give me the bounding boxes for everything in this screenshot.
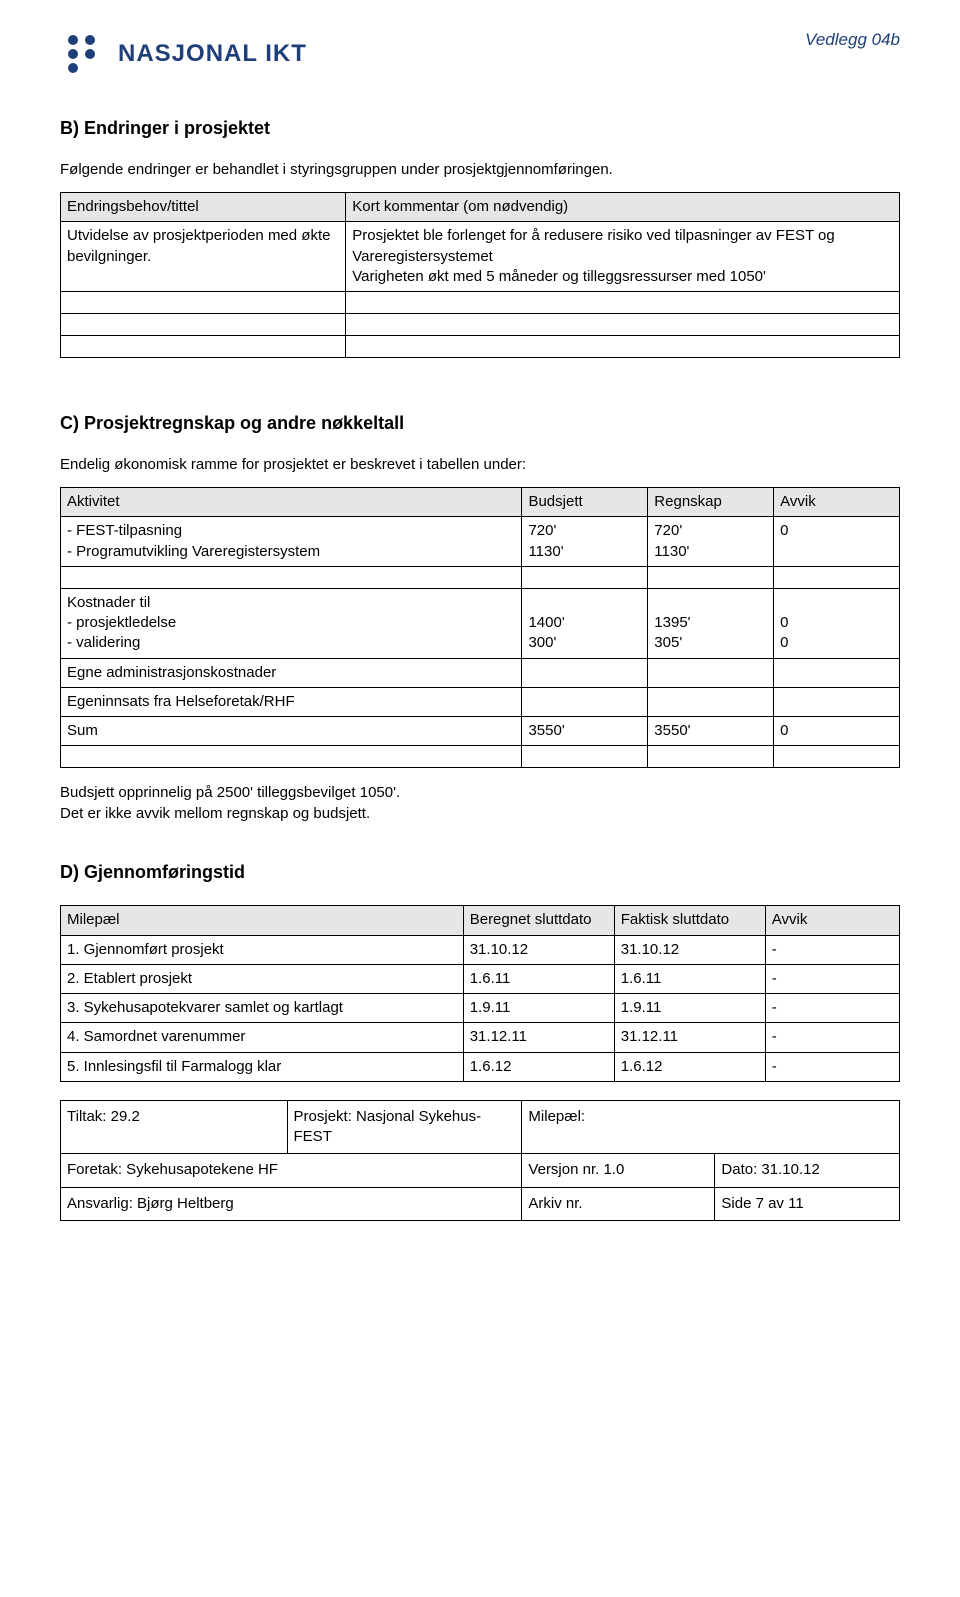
footer-dato: Dato: 31.10.12 bbox=[715, 1154, 900, 1187]
table-row: 1. Gjennomført prosjekt 31.10.12 31.10.1… bbox=[61, 935, 900, 964]
cell bbox=[648, 687, 774, 716]
milepael-header-2: Faktisk sluttdato bbox=[614, 906, 765, 935]
table-row: Sum 3550' 3550' 0 bbox=[61, 717, 900, 746]
cell: Egeninnsats fra Helseforetak/RHF bbox=[61, 687, 522, 716]
cell: 3550' bbox=[648, 717, 774, 746]
endringer-table: Endringsbehov/tittel Kort kommentar (om … bbox=[60, 192, 900, 358]
cell: - bbox=[765, 1052, 899, 1081]
cell: 3550' bbox=[522, 717, 648, 746]
section-b-heading: B) Endringer i prosjektet bbox=[60, 118, 900, 139]
cell: 31.10.12 bbox=[614, 935, 765, 964]
cell: 3. Sykehusapotekvarer samlet og kartlagt bbox=[61, 994, 464, 1023]
footer-prosjekt: Prosjekt: Nasjonal Sykehus-FEST bbox=[287, 1100, 522, 1154]
footer-foretak: Foretak: Sykehusapotekene HF bbox=[61, 1154, 522, 1187]
cell: - bbox=[765, 935, 899, 964]
footer-milepael: Milepæl: bbox=[522, 1100, 900, 1154]
table-row: Egne administrasjonskostnader bbox=[61, 658, 900, 687]
logo-text: NASJONAL IKT bbox=[118, 40, 307, 68]
table-row: 4. Samordnet varenummer 31.12.11 31.12.1… bbox=[61, 1023, 900, 1052]
table-row: Kostnader til - prosjektledelse - valide… bbox=[61, 588, 900, 658]
cell: 1.9.11 bbox=[614, 994, 765, 1023]
cell: 1.6.11 bbox=[614, 964, 765, 993]
attachment-label: Vedlegg 04b bbox=[805, 30, 900, 50]
cell: 31.12.11 bbox=[463, 1023, 614, 1052]
cell: 0 bbox=[774, 717, 900, 746]
footer-side: Side 7 av 11 bbox=[715, 1187, 900, 1220]
section-d-heading: D) Gjennomføringstid bbox=[60, 862, 900, 883]
footer-ansvarlig: Ansvarlig: Bjørg Heltberg bbox=[61, 1187, 522, 1220]
section-c-note-1: Det er ikke avvik mellom regnskap og bud… bbox=[60, 805, 900, 822]
milepael-header-3: Avvik bbox=[765, 906, 899, 935]
cell: 31.10.12 bbox=[463, 935, 614, 964]
footer-table: Tiltak: 29.2 Prosjekt: Nasjonal Sykehus-… bbox=[60, 1100, 900, 1221]
table-row bbox=[61, 746, 900, 768]
cell bbox=[648, 658, 774, 687]
cell: 31.12.11 bbox=[614, 1023, 765, 1052]
table-row bbox=[61, 566, 900, 588]
table-row: 2. Etablert prosjekt 1.6.11 1.6.11 - bbox=[61, 964, 900, 993]
cell bbox=[774, 687, 900, 716]
endringer-header-0: Endringsbehov/tittel bbox=[61, 193, 346, 222]
section-b-intro: Følgende endringer er behandlet i styrin… bbox=[60, 161, 900, 178]
endringer-header-1: Kort kommentar (om nødvendig) bbox=[346, 193, 900, 222]
cell: 2. Etablert prosjekt bbox=[61, 964, 464, 993]
cell: 1.6.11 bbox=[463, 964, 614, 993]
footer-tiltak: Tiltak: 29.2 bbox=[61, 1100, 288, 1154]
regnskap-header-1: Budsjett bbox=[522, 488, 648, 517]
logo-block: NASJONAL IKT bbox=[60, 30, 307, 78]
table-row: 5. Innlesingsfil til Farmalogg klar 1.6.… bbox=[61, 1052, 900, 1081]
section-c-heading: C) Prosjektregnskap og andre nøkkeltall bbox=[60, 413, 900, 434]
cell: 720' 1130' bbox=[648, 517, 774, 567]
section-c-note-0: Budsjett opprinnelig på 2500' tilleggsbe… bbox=[60, 784, 900, 801]
cell: Egne administrasjonskostnader bbox=[61, 658, 522, 687]
cell: - bbox=[765, 1023, 899, 1052]
regnskap-header-0: Aktivitet bbox=[61, 488, 522, 517]
table-row: - FEST-tilpasning - Programutvikling Var… bbox=[61, 517, 900, 567]
cell bbox=[522, 658, 648, 687]
logo-icon bbox=[60, 30, 108, 78]
milepael-header-0: Milepæl bbox=[61, 906, 464, 935]
cell: - bbox=[765, 964, 899, 993]
footer-arkiv: Arkiv nr. bbox=[522, 1187, 715, 1220]
cell: 1.6.12 bbox=[463, 1052, 614, 1081]
regnskap-header-3: Avvik bbox=[774, 488, 900, 517]
cell bbox=[774, 658, 900, 687]
cell: Kostnader til - prosjektledelse - valide… bbox=[61, 588, 522, 658]
cell: 1.6.12 bbox=[614, 1052, 765, 1081]
cell: 5. Innlesingsfil til Farmalogg klar bbox=[61, 1052, 464, 1081]
section-c-intro: Endelig økonomisk ramme for prosjektet e… bbox=[60, 456, 900, 473]
cell: - FEST-tilpasning - Programutvikling Var… bbox=[61, 517, 522, 567]
table-row: 3. Sykehusapotekvarer samlet og kartlagt… bbox=[61, 994, 900, 1023]
cell: 720' 1130' bbox=[522, 517, 648, 567]
endringer-row1-tittel: Utvidelse av prosjektperioden med økte b… bbox=[61, 222, 346, 292]
footer-versjon: Versjon nr. 1.0 bbox=[522, 1154, 715, 1187]
cell: Sum bbox=[61, 717, 522, 746]
cell: 4. Samordnet varenummer bbox=[61, 1023, 464, 1052]
cell: 0 0 bbox=[774, 588, 900, 658]
regnskap-table: Aktivitet Budsjett Regnskap Avvik - FEST… bbox=[60, 487, 900, 768]
cell: 0 bbox=[774, 517, 900, 567]
table-row: Egeninnsats fra Helseforetak/RHF bbox=[61, 687, 900, 716]
milepael-table: Milepæl Beregnet sluttdato Faktisk slutt… bbox=[60, 905, 900, 1082]
regnskap-header-2: Regnskap bbox=[648, 488, 774, 517]
cell bbox=[522, 687, 648, 716]
cell: 1395' 305' bbox=[648, 588, 774, 658]
endringer-row1-kommentar: Prosjektet ble forlenget for å redusere … bbox=[346, 222, 900, 292]
cell: 1. Gjennomført prosjekt bbox=[61, 935, 464, 964]
cell: 1400' 300' bbox=[522, 588, 648, 658]
cell: - bbox=[765, 994, 899, 1023]
cell: 1.9.11 bbox=[463, 994, 614, 1023]
milepael-header-1: Beregnet sluttdato bbox=[463, 906, 614, 935]
